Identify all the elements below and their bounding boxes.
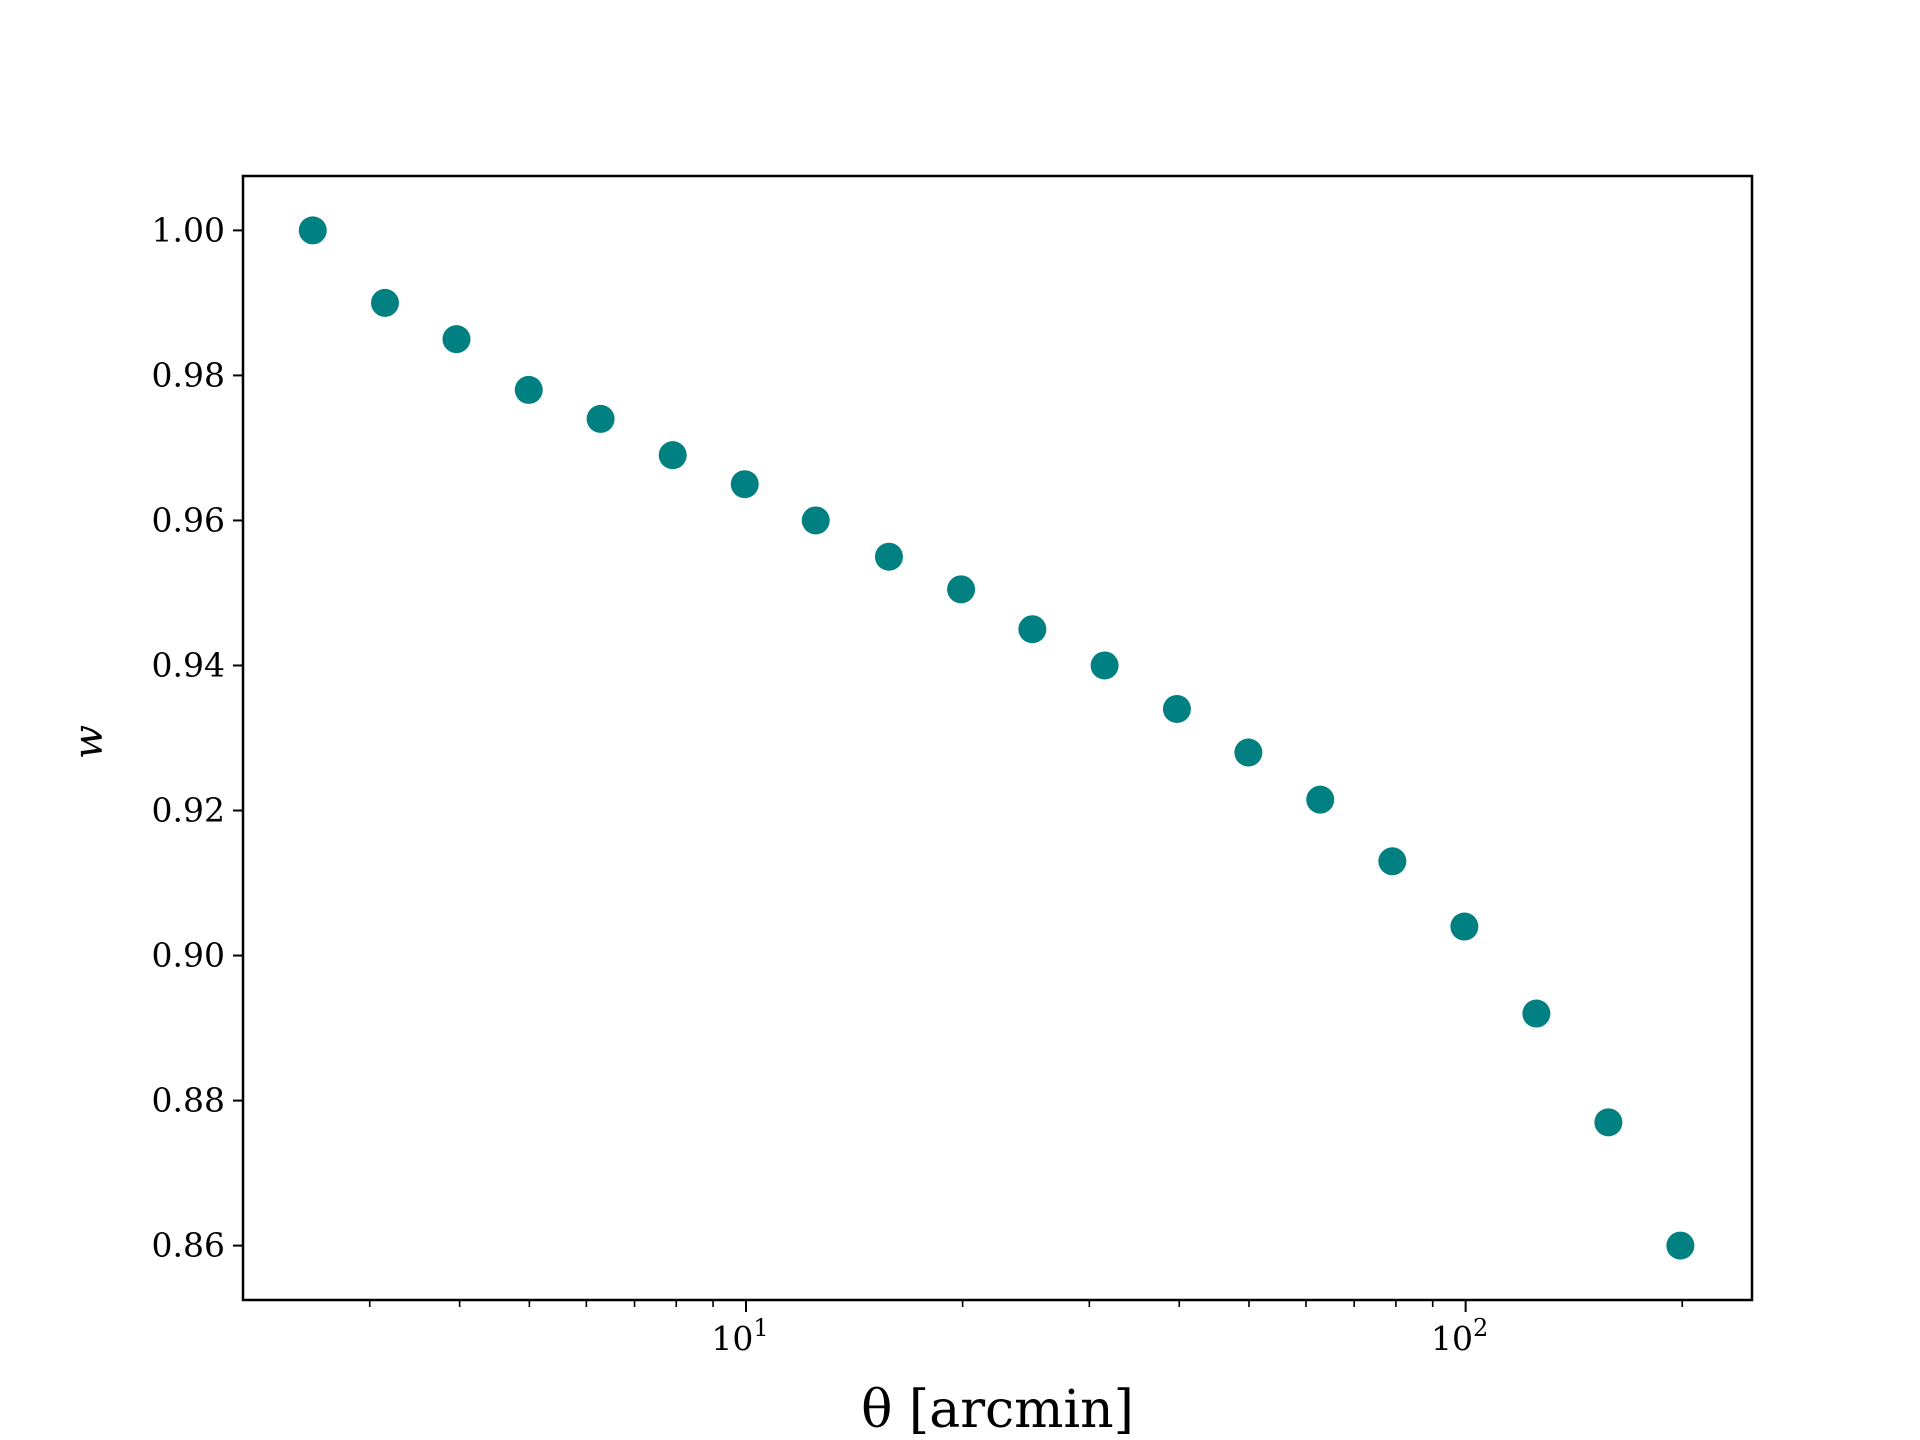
- data-point: [947, 575, 976, 604]
- plot-frame: [241, 174, 1754, 1302]
- data-point: [1378, 847, 1407, 876]
- y-tick-label: 1.00: [152, 210, 225, 249]
- y-axis: 1.00 0.98 0.96 0.94 0.92 0.90 0.88 0.86: [152, 210, 243, 1265]
- data-point: [442, 325, 471, 354]
- data-point: [658, 441, 687, 470]
- data-point: [1018, 615, 1047, 644]
- data-point: [298, 216, 327, 245]
- y-tick-label: 0.86: [152, 1226, 225, 1265]
- y-tick-label: 0.90: [152, 936, 225, 975]
- y-tick-label: 0.94: [152, 645, 225, 684]
- data-point: [1306, 785, 1335, 814]
- data-point: [1522, 999, 1551, 1028]
- data-point: [874, 542, 903, 571]
- data-point: [514, 375, 543, 404]
- data-point: [370, 288, 399, 317]
- data-points: [298, 216, 1695, 1260]
- data-point: [1234, 738, 1263, 767]
- data-point: [1450, 912, 1479, 941]
- data-point: [1666, 1231, 1695, 1260]
- y-tick-label: 0.88: [152, 1081, 225, 1120]
- x-tick-label: 102: [1431, 1314, 1488, 1358]
- y-tick-label: 0.92: [152, 791, 225, 830]
- y-tick-label: 0.96: [152, 500, 225, 539]
- x-axis-label: θ [arcmin]: [861, 1380, 1134, 1440]
- data-point: [730, 470, 759, 499]
- y-axis-label: w: [66, 725, 112, 759]
- data-point: [586, 404, 615, 433]
- data-point: [1594, 1108, 1623, 1137]
- data-point: [1162, 694, 1191, 723]
- x-axis: 101 102: [368, 1300, 1684, 1358]
- x-tick-label: 101: [711, 1314, 768, 1358]
- data-point: [801, 506, 830, 535]
- y-tick-label: 0.98: [152, 355, 225, 394]
- data-point: [1090, 651, 1119, 680]
